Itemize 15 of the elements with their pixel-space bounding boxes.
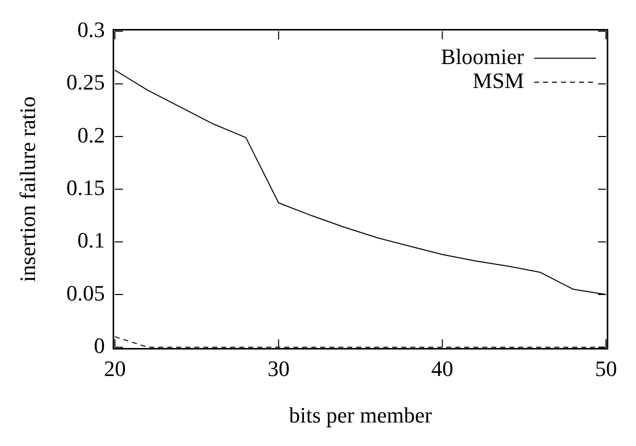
x-tick-label: 50 xyxy=(595,356,617,382)
y-tick-label: 0.15 xyxy=(66,174,105,200)
legend-label: Bloomier xyxy=(440,44,525,69)
y-tick-label: 0.3 xyxy=(77,16,105,42)
x-tick-label: 20 xyxy=(104,356,126,382)
y-tick-label: 0 xyxy=(94,332,105,358)
x-tick-label: 40 xyxy=(431,356,454,382)
legend-label: MSM xyxy=(472,68,524,93)
y-tick-label: 0.1 xyxy=(77,228,105,253)
y-tick-label: 0.05 xyxy=(66,280,105,306)
y-tick-label: 0.2 xyxy=(77,122,105,148)
x-tick-label: 30 xyxy=(268,356,290,382)
y-tick-label: 0.25 xyxy=(66,70,105,95)
y-axis-title: insertion failure ratio xyxy=(14,96,40,282)
x-axis-title: bits per member xyxy=(288,402,433,428)
